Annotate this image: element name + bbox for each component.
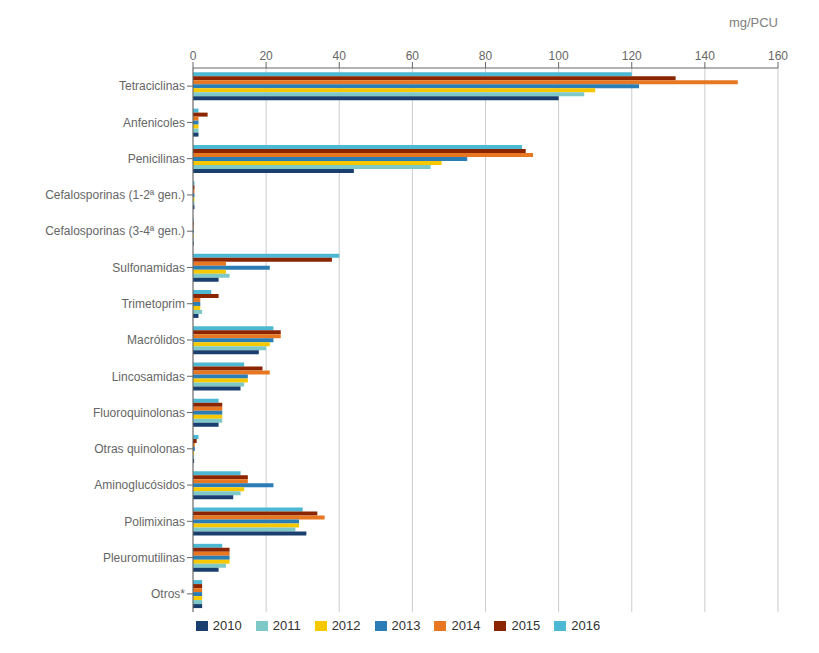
svg-text:160: 160 <box>768 49 788 63</box>
svg-text:Penicilinas: Penicilinas <box>128 152 185 166</box>
svg-text:Lincosamidas: Lincosamidas <box>112 370 185 384</box>
svg-text:40: 40 <box>333 49 347 63</box>
svg-text:20: 20 <box>259 49 273 63</box>
html-text:2010: 2010 <box>212 618 242 633</box>
html-text:2016: 2016 <box>571 618 601 633</box>
svg-text:Aminoglucósidos: Aminoglucósidos <box>94 478 185 492</box>
svg-text:100: 100 <box>549 49 569 63</box>
html-text:2015: 2015 <box>511 618 541 633</box>
svg-text:140: 140 <box>695 49 715 63</box>
svg-text:mg/PCU: mg/PCU <box>729 15 778 30</box>
html-text:2011: 2011 <box>272 618 301 633</box>
svg-text:Macrólidos: Macrólidos <box>127 333 185 347</box>
html-text:2013: 2013 <box>391 618 421 633</box>
svg-text:Polimixinas: Polimixinas <box>124 515 185 529</box>
svg-text:Trimetoprim: Trimetoprim <box>121 297 185 311</box>
svg-text:Cefalosporinas (3-4ª gen.): Cefalosporinas (3-4ª gen.) <box>45 224 185 238</box>
svg-text:Pleuromutilinas: Pleuromutilinas <box>103 551 185 565</box>
svg-text:Fluoroquinolonas: Fluoroquinolonas <box>93 406 185 420</box>
svg-text:0: 0 <box>190 49 197 63</box>
svg-text:Otras quinolonas: Otras quinolonas <box>94 442 185 456</box>
svg-text:60: 60 <box>406 49 420 63</box>
html-text:2012: 2012 <box>331 618 361 633</box>
svg-text:120: 120 <box>622 49 642 63</box>
svg-text:Anfenicoles: Anfenicoles <box>123 116 185 130</box>
svg-text:Tetraciclinas: Tetraciclinas <box>119 79 185 93</box>
svg-text:Cefalosporinas (1-2ª gen.): Cefalosporinas (1-2ª gen.) <box>45 188 185 202</box>
svg-text:Sulfonamidas: Sulfonamidas <box>112 261 185 275</box>
svg-text:Otros*: Otros* <box>151 587 185 601</box>
html-text:2014: 2014 <box>451 618 481 633</box>
svg-text:80: 80 <box>479 49 493 63</box>
